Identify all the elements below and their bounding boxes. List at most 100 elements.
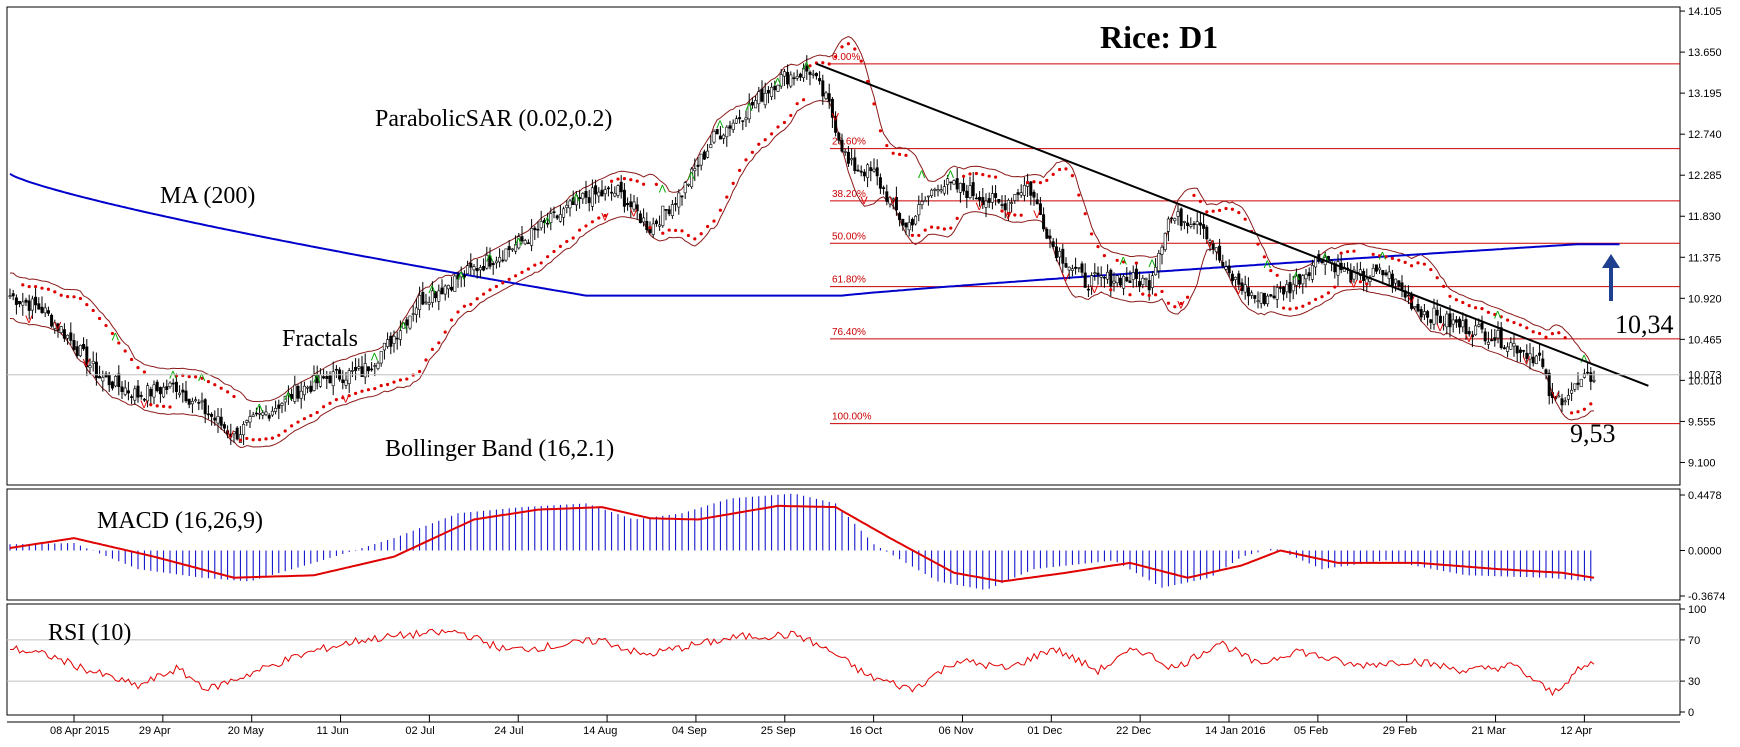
candle-body (1192, 223, 1196, 225)
candle-body (962, 183, 966, 192)
candle-body (162, 386, 166, 398)
candle-body (440, 287, 444, 295)
candle-body (1109, 269, 1113, 287)
psar-dot (1038, 181, 1042, 185)
psar-dot (462, 304, 466, 308)
date-tick-label: 14 Aug (583, 725, 617, 737)
candle-body (958, 182, 962, 193)
fractal-down-icon: V (1552, 390, 1560, 402)
fractal-down-icon: V (1004, 210, 1012, 222)
candle-body (37, 303, 41, 310)
candle-body (53, 322, 57, 329)
candle-body (34, 296, 38, 306)
psar-dot (72, 295, 76, 299)
psar-dot (405, 377, 409, 381)
psar-dot (904, 153, 908, 157)
candle-body (526, 242, 530, 245)
candle-body (613, 192, 617, 197)
psar-dot (1390, 256, 1394, 260)
psar-dot (1230, 207, 1234, 211)
price-axis-tick-label: 11.375 (1688, 252, 1721, 264)
candle-body (1541, 358, 1545, 368)
psar-dot (597, 216, 601, 220)
psar-dot (98, 316, 102, 321)
candle-body (296, 385, 300, 399)
candle-body (741, 120, 745, 122)
candle-body (568, 200, 572, 209)
candle-body (437, 290, 441, 302)
candle-body (504, 248, 508, 261)
psar-dot (802, 98, 806, 102)
candle-body (731, 122, 735, 130)
psar-dot (853, 47, 857, 51)
candle-body (286, 392, 290, 396)
psar-dot (962, 174, 966, 178)
candle-body (693, 168, 697, 171)
candle-body (501, 259, 505, 262)
fib-level-label: 61.80% (832, 275, 866, 286)
candle-body (1445, 313, 1449, 328)
candle-body (824, 92, 828, 99)
fractal-up-icon: Λ (1264, 259, 1272, 271)
candle-body (626, 203, 630, 206)
psar-dot (1051, 172, 1055, 176)
fractal-down-icon: V (1091, 284, 1099, 296)
psar-dot (1128, 293, 1132, 297)
candle-body (274, 408, 278, 412)
candle-body (46, 310, 50, 314)
candle-body (418, 295, 422, 310)
candle-body (78, 344, 82, 357)
psar-dot (1301, 304, 1305, 308)
psar-dot (1589, 402, 1593, 406)
candle-body (1544, 369, 1548, 375)
candle-body (600, 189, 604, 197)
candle-body (898, 213, 902, 221)
psar-dot (418, 369, 422, 374)
candle-body (312, 375, 316, 391)
candle-body (357, 366, 361, 369)
psar-dot (162, 404, 166, 409)
candle-body (222, 424, 226, 429)
date-tick-label: 29 Feb (1383, 725, 1417, 737)
candle-body (382, 342, 386, 351)
candle-body (517, 236, 521, 249)
candle-body (146, 385, 150, 402)
fractal-down-icon: V (630, 207, 638, 219)
fractal-up-icon: Λ (486, 253, 494, 265)
candle-body (1122, 276, 1126, 289)
candle-body (62, 329, 66, 339)
psar-dot (424, 358, 428, 362)
candle-body (850, 158, 854, 161)
macd-label: MACD (16,26,9) (97, 508, 263, 534)
candle-body (1426, 311, 1430, 318)
psar-dot (482, 292, 486, 296)
candle-body (1554, 396, 1558, 400)
candle-body (744, 117, 748, 121)
candle-body (171, 382, 175, 385)
candle-body (1352, 269, 1356, 280)
psar-dot (226, 390, 230, 394)
candle-body (1128, 280, 1132, 283)
candle-body (1400, 282, 1404, 290)
candle-body (1125, 276, 1129, 282)
candle-body (654, 220, 658, 225)
candle-body (1224, 266, 1228, 270)
psar-dot (1403, 260, 1407, 264)
candle-body (30, 298, 34, 311)
candle-body (395, 337, 399, 340)
fractal-down-icon: V (140, 399, 148, 411)
candle-body (872, 168, 876, 172)
fractal-down-icon: V (83, 358, 91, 370)
candle-body (1483, 331, 1487, 342)
psar-dot (251, 438, 255, 442)
candle-body (894, 197, 898, 211)
psar-dot (1461, 300, 1465, 305)
support-value: 9,53 (1570, 419, 1616, 448)
psar-dot (1186, 295, 1190, 299)
psar-dot (808, 64, 812, 68)
candle-body (1202, 224, 1206, 229)
candle-body (856, 169, 860, 172)
candle-body (1547, 372, 1551, 397)
rsi-axis-tick-label: 70 (1688, 635, 1700, 647)
candle-body (805, 65, 809, 72)
